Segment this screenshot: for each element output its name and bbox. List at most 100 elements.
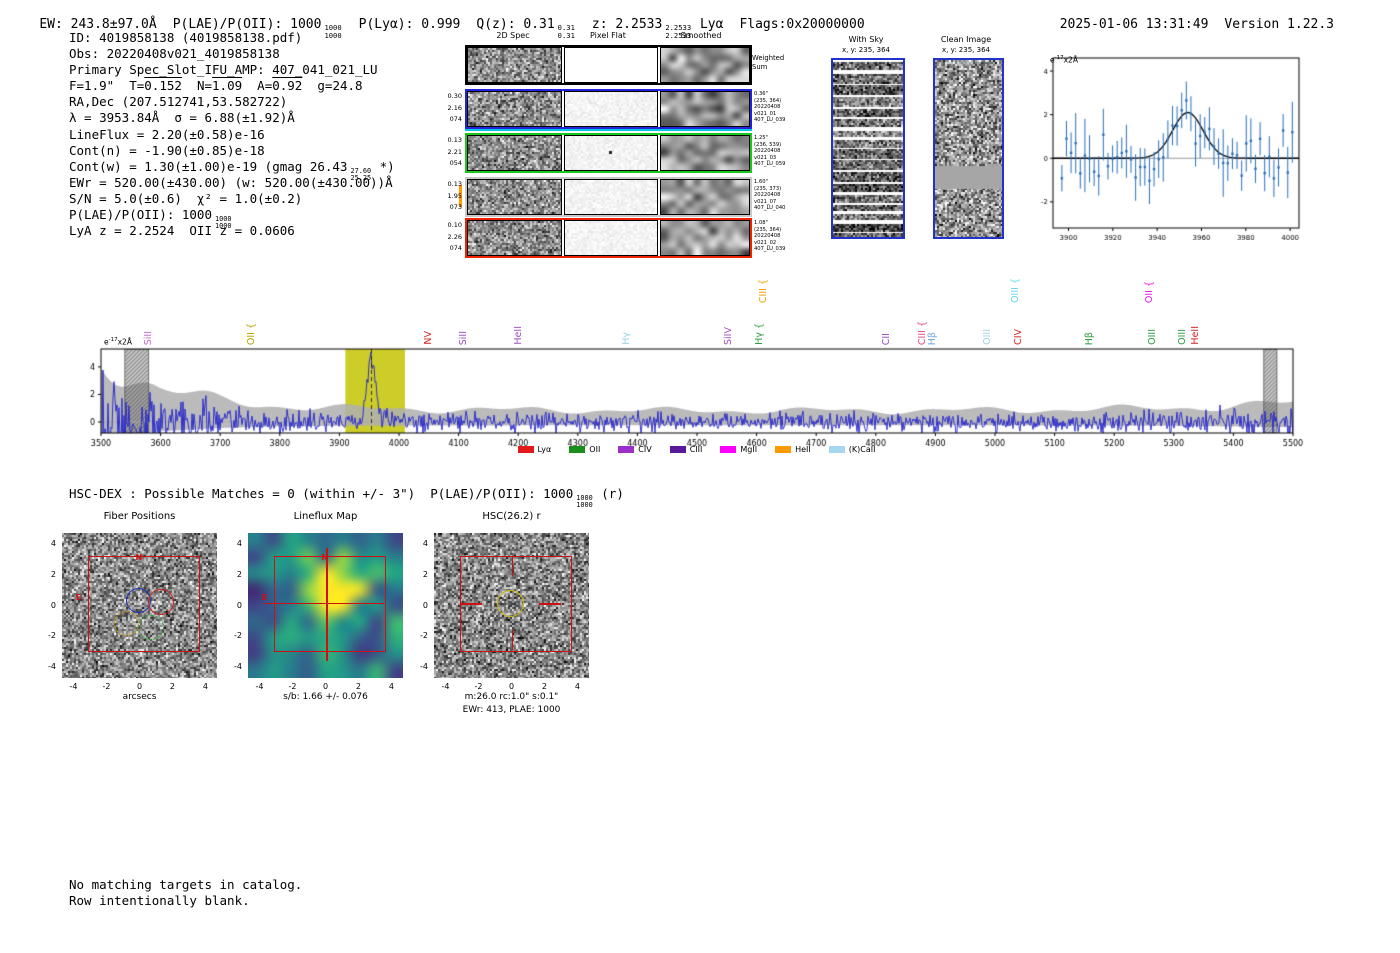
info-line: LyA z = 2.2524 OII z = 0.0606 (69, 223, 395, 239)
info-line: F=1.9" T=0.152 N=1.09 A=0.92 g=24.8 (69, 78, 395, 94)
emission-line-label-text: HeII (512, 326, 524, 345)
legend-item: (K)CaII (828, 445, 876, 454)
fraction-value: 1000 (576, 494, 593, 502)
left-label-value: 2.16 (447, 103, 462, 112)
left-label-value: 074 (449, 115, 462, 123)
axis-tick-label: 4 (388, 682, 394, 691)
text-segment: λ = 3953.84Å σ = 6.88(±1.92)Å (69, 110, 295, 126)
axis-tick-label: -4 (420, 662, 428, 672)
axis-tick-label: -2 (288, 682, 297, 691)
annotation-line: (235, 364) (754, 226, 782, 233)
north-label: N (321, 553, 329, 563)
info-line: RA,Dec (207.512741,53.582722) (69, 94, 395, 110)
emission-line-label: Hγ (621, 255, 633, 345)
weighted-sum-label: Weighted Sum (752, 54, 798, 72)
annotation-line: (236, 539) (754, 141, 782, 148)
left-label-value: 0.13 (447, 180, 462, 188)
fraction-bottom: 2.2533 (665, 30, 692, 40)
spec2d-row-annotation: 0.36" (235, 364) 20220408 v021_01 407_LU_039 (754, 91, 800, 124)
flags-value: Flags:0x20000000 (739, 17, 865, 32)
text-segment: *) (372, 158, 395, 174)
spec2d-row (465, 45, 752, 85)
cutout-3 (434, 533, 589, 678)
footer-notes: No matching targets in catalog. Row inten… (69, 877, 302, 909)
annotation-line: 1.60" (754, 179, 768, 185)
smoothed-image (660, 179, 750, 215)
axis-tick-label: 2 (422, 569, 428, 579)
text-segment: N= (181, 78, 213, 94)
emission-line-label: CIII { (758, 213, 770, 303)
axis-tick-label: -2 (48, 631, 56, 641)
spec2d-row-left-labels: 0.13 2.21 054 (428, 135, 462, 170)
emission-line-label: OIII (982, 255, 994, 345)
withsky-image (831, 58, 905, 239)
annotation-line: Sum (752, 63, 768, 71)
legend-swatch (720, 446, 737, 453)
text-segment: F=1.9" T= (69, 78, 145, 94)
z-line-type: Lyα (699, 17, 724, 32)
axis-tick-label: 2 (236, 569, 242, 579)
legend-swatch (669, 446, 686, 453)
axis-tick-label: 4 (422, 538, 428, 548)
spec2d-row-annotation: 1.08" (235, 364) 20220408 v021_02 407_LU_039 (754, 220, 800, 253)
pixel-flat-image (564, 47, 658, 83)
axis-tick-label: 0 (322, 682, 329, 691)
emission-line-label: HeII (1190, 255, 1202, 345)
emission-line-label-text: NV (423, 331, 435, 345)
fraction-stack: 1000 1000 (576, 494, 593, 509)
emission-line-label: Hβ (1083, 255, 1095, 345)
text-segment: (r) (593, 486, 624, 501)
legend-item: MgII (720, 445, 757, 454)
plya-value: P(Lyα): 0.999 (358, 17, 461, 32)
legend-label: (K)CaII (848, 445, 876, 454)
text-segment: RA,Dec (207.512741,53.582722) (69, 94, 288, 110)
cutout-title: HSC(26.2) r (482, 511, 541, 522)
pixel-flat-image (564, 220, 658, 256)
z-value: z: 2.2533 (591, 17, 663, 32)
fraction-value: 25.25 (350, 173, 372, 182)
aperture-circle (497, 589, 525, 617)
emission-line-label-text: OIII (982, 329, 994, 345)
axis-tick-label: -2 (420, 631, 428, 641)
emission-line-label: SiII (457, 255, 469, 345)
cutout-title: Fiber Positions (103, 511, 176, 522)
spectrum-legend: Lyα OII CIV CIII MgII HeII (K)CaII (100, 445, 1293, 454)
cutout-caption: s/b: 1.66 +/- 0.076 (283, 692, 368, 702)
emission-line-label-text: SiIV (723, 327, 735, 345)
text-segment: HSC-DEX : Possible Matches = 0 (within +… (69, 486, 574, 501)
spec2d-row-annotation: 1.60" (235, 373) 20220408 v021_07 407_LU_040 (754, 179, 800, 212)
emission-line-label: SiII (143, 255, 155, 345)
fraction-top: 0.31 (557, 23, 575, 32)
axis-tick-label: 2 (541, 682, 548, 691)
emission-line-label: NV (423, 255, 435, 345)
spec2d-image (467, 47, 562, 83)
text-segment: LineFlux = 2.20(±0.58)e-16 (69, 126, 265, 142)
left-label-value: 0.10 (447, 221, 462, 229)
crosshair-right (539, 603, 562, 605)
legend-item: CIII (669, 445, 702, 454)
emission-line-label-text: Hβ (1083, 331, 1095, 345)
target-info-block: ID: 4019858138 (4019858138.pdf) Obs: 2022… (69, 30, 395, 239)
emission-line-label: CII (881, 255, 893, 345)
legend-item: HeII (775, 445, 811, 454)
legend-swatch (775, 446, 792, 453)
legend-label: MgII (740, 445, 758, 454)
axis-tick-label: 4 (50, 538, 56, 548)
spec2d-row (465, 133, 752, 173)
axis-tick-label: -2 (102, 682, 111, 691)
spec2d-row-lefttick (459, 185, 462, 207)
axis-tick-label: -4 (69, 682, 78, 691)
axis-tick-label: 2 (169, 682, 176, 691)
crosshair-horizontal (263, 602, 385, 605)
header-meta: 2025-01-06 13:31:49 Version 1.22.3 (1028, 2, 1334, 47)
text-segment: Obs: 20220408v021_4019858138 (69, 46, 280, 62)
legend-swatch (828, 446, 845, 453)
axis-tick-label: -2 (234, 631, 242, 641)
legend-label: CIV (638, 445, 652, 454)
annotation-line: 20220408 (754, 148, 781, 155)
spec2d-row-annotation: 1.25" (236, 539) 20220408 v021_03 407_LU_059 (754, 135, 800, 168)
axis-tick-label: -4 (255, 682, 264, 691)
axis-tick-label: -4 (441, 682, 450, 691)
